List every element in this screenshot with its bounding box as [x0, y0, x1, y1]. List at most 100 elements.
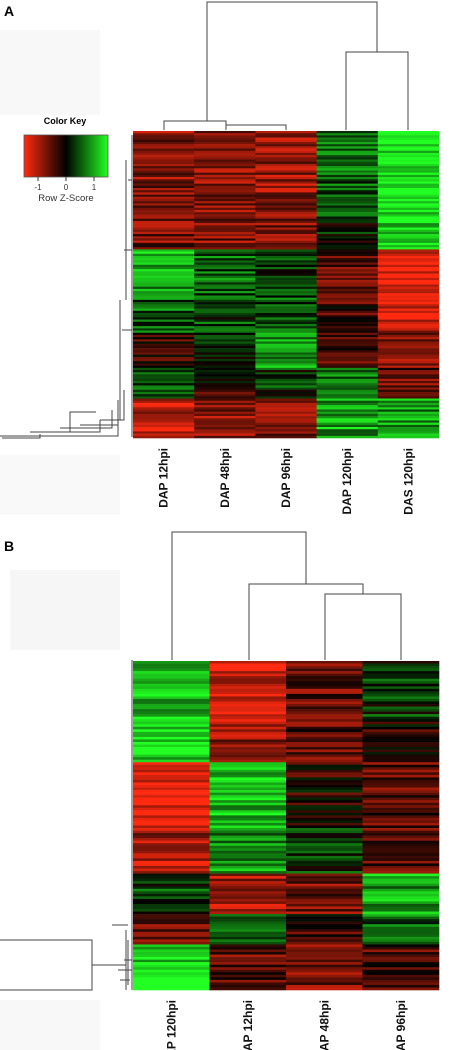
heatmap-cell: [255, 269, 317, 272]
heatmap-cell: [209, 881, 287, 885]
heatmap-cell: [194, 429, 256, 432]
heatmap-cell: [133, 255, 195, 259]
heatmap-cell: [194, 310, 256, 314]
heatmap-cell: [316, 242, 379, 246]
heatmap-cell: [133, 166, 195, 169]
heatmap-cell: [286, 863, 363, 867]
heatmap-cell: [362, 984, 440, 988]
heatmap-cell: [209, 830, 287, 834]
heatmap-cell: [194, 238, 256, 241]
heatmap-cell: [194, 352, 256, 355]
heatmap-cell: [194, 146, 256, 149]
heatmap-cell: [133, 323, 195, 327]
heatmap-cell: [286, 936, 363, 940]
heatmap-cell: [209, 683, 287, 687]
heatmap-cell: [133, 681, 210, 685]
heatmap-cell: [255, 234, 317, 237]
heatmap-cell: [377, 361, 440, 364]
heatmap-cell: [377, 185, 440, 189]
heatmap-cell: [194, 361, 256, 364]
heatmap-cell: [316, 135, 379, 138]
heatmap-cell: [133, 264, 195, 268]
heatmap-cell: [194, 179, 256, 182]
heatmap-cell: [133, 220, 195, 224]
heatmap-cell: [194, 223, 256, 226]
heatmap-cell: [255, 168, 317, 171]
heatmap-cell: [133, 724, 210, 728]
heatmap-cell: [194, 385, 256, 388]
heatmap-cell: [362, 769, 440, 773]
heatmap-cell: [194, 163, 256, 167]
heatmap-cell: [133, 188, 195, 191]
heatmap-cell: [255, 361, 317, 364]
heatmap-cell: [377, 284, 440, 287]
heatmap-cell: [286, 726, 363, 730]
heatmap-cell: [133, 979, 210, 983]
heatmap-cell: [133, 729, 210, 733]
heatmap-cell: [133, 396, 195, 399]
heatmap-cell: [286, 916, 363, 920]
heatmap-cell: [133, 352, 195, 355]
heatmap-cell: [133, 214, 195, 217]
heatmap-cell: [133, 833, 210, 836]
heatmap-cell: [194, 293, 256, 296]
heatmap-cell: [255, 242, 317, 246]
heatmap-cell: [286, 952, 363, 955]
heatmap-cell: [133, 850, 210, 854]
heatmap-cell: [286, 825, 363, 829]
heatmap-cell: [377, 405, 440, 408]
heatmap-cell: [194, 190, 256, 193]
heatmap-cell: [133, 429, 195, 432]
heatmap-cell: [133, 234, 195, 237]
heatmap-cell: [362, 878, 440, 882]
heatmap-cell: [286, 787, 363, 791]
heatmap-cell: [255, 190, 317, 193]
heatmap-cell: [194, 255, 256, 259]
heatmap-cell: [255, 409, 317, 412]
heatmap-cell: [194, 201, 256, 204]
heatmap-cell: [133, 374, 195, 377]
heatmap-cell: [362, 701, 440, 705]
heatmap-cell: [133, 731, 210, 735]
heatmap-cell: [194, 304, 256, 307]
heatmap-cell: [209, 929, 287, 933]
heatmap-cell: [209, 936, 287, 940]
heatmap-cell: [133, 924, 210, 928]
heatmap-cell: [133, 709, 210, 712]
heatmap-cell: [286, 977, 363, 981]
heatmap-cell: [209, 820, 287, 824]
heatmap-cell: [194, 229, 256, 233]
heatmap-cell: [362, 663, 440, 667]
heatmap-cell: [194, 427, 256, 430]
heatmap-cell: [133, 376, 195, 380]
dendro-branch: [120, 940, 132, 985]
heatmap-cell: [133, 343, 195, 347]
heatmap-cell: [286, 906, 363, 910]
heatmap-cell: [209, 701, 287, 705]
heatmap-cell: [377, 207, 440, 211]
heatmap-cell: [362, 764, 440, 768]
heatmap-cell: [133, 345, 195, 349]
heatmap-cell: [316, 343, 379, 347]
heatmap-cell: [362, 838, 440, 841]
heatmap-cell: [286, 714, 363, 717]
heatmap-cell: [286, 873, 363, 877]
heatmap-cell: [316, 297, 379, 301]
heatmap-cell: [133, 249, 195, 252]
heatmap-cell: [362, 919, 440, 922]
heatmap-cell: [209, 901, 287, 905]
heatmap-cell: [209, 931, 287, 935]
heatmap-cell: [362, 886, 440, 890]
heatmap-cell: [255, 218, 317, 222]
heatmap-cell: [133, 144, 195, 147]
heatmap-cell: [133, 398, 195, 402]
heatmap-cell: [133, 810, 210, 814]
heatmap-cell: [377, 179, 440, 182]
heatmap-cell: [255, 429, 317, 432]
heatmap-cell: [255, 367, 317, 371]
heatmap-cell: [255, 396, 317, 399]
heatmap-cell: [255, 203, 317, 206]
heatmap-cell: [133, 835, 210, 839]
heatmap-cell: [286, 893, 363, 897]
heatmap-cell: [286, 815, 363, 819]
